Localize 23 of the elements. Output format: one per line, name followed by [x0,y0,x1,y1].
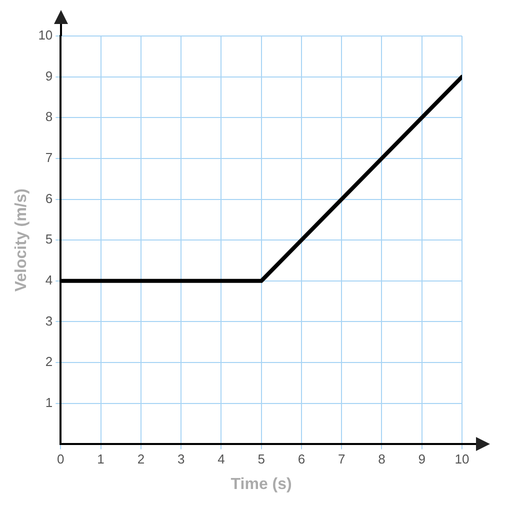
x-tick-label: 7 [338,452,346,467]
x-tick-label: 9 [418,452,426,467]
x-tick-label: 5 [258,452,265,467]
x-tick-label: 1 [97,452,104,467]
x-tick-label: 3 [177,452,185,467]
y-tick-label: 7 [45,150,53,166]
y-tick-label: 2 [45,354,53,370]
y-tick-label: 8 [45,109,53,124]
y-tick-label: 6 [45,190,53,206]
x-tick-label: 10 [454,452,470,467]
y-tick-label: 3 [45,313,53,328]
y-tick-label: 5 [45,232,53,247]
x-tick-label: 2 [137,452,145,467]
y-axis-title: Velocity (m/s) [13,188,30,292]
x-tick-label: 8 [378,452,386,467]
x-tick-label: 0 [57,452,64,467]
x-tick-label: 4 [218,452,225,467]
y-tick-label: 4 [45,272,53,288]
x-tick-label: 6 [298,452,306,467]
x-axis-title: Time (s) [230,476,292,493]
y-tick-label: 10 [38,28,53,43]
y-tick-label: 1 [45,394,53,410]
y-tick-label: 9 [45,68,53,84]
